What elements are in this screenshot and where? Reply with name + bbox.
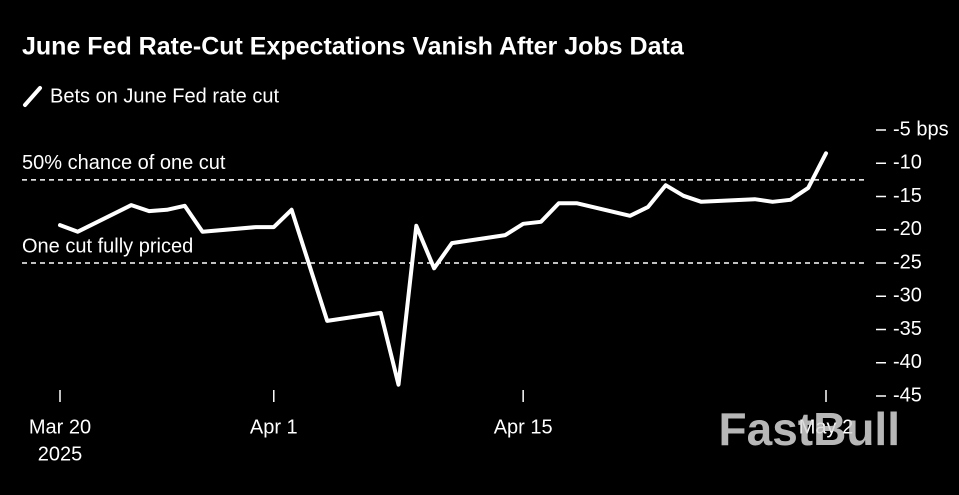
chart-title: June Fed Rate-Cut Expectations Vanish Af…: [22, 33, 685, 61]
y-tick-label: -45: [893, 384, 922, 406]
y-tick-label: -10: [893, 152, 922, 174]
x-tick-label: Apr 1: [250, 416, 298, 438]
x-tick-label: Mar 20: [29, 416, 91, 438]
y-tick-label: -35: [893, 318, 922, 340]
y-tick-label: -20: [893, 218, 922, 240]
y-tick-label: -30: [893, 285, 922, 307]
y-tick-label: -25: [893, 251, 922, 273]
x-tick-label: Apr 15: [494, 416, 553, 438]
annotation: 50% chance of one cut: [22, 152, 226, 174]
legend-label: Bets on June Fed rate cut: [50, 85, 279, 107]
x-year-label: 2025: [38, 443, 83, 465]
legend-swatch: [23, 86, 42, 107]
watermark: FastBull: [719, 403, 900, 455]
y-tick-label: -5 bps: [893, 118, 949, 140]
y-tick-label: -40: [893, 351, 922, 373]
x-tick-label: May 2: [799, 416, 853, 438]
y-tick-label: -15: [893, 185, 922, 207]
data-line: [58, 151, 828, 387]
annotation: One cut fully priced: [22, 235, 193, 257]
